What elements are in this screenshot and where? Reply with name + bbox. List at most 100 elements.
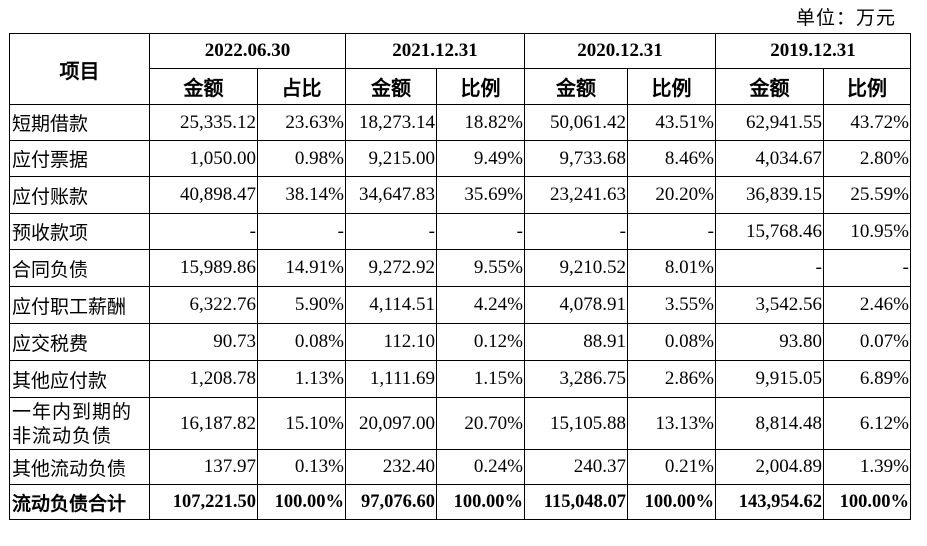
table-cell: 1,050.00 — [149, 140, 258, 177]
table-cell: 23.63% — [257, 104, 346, 141]
table-cell: 0.21% — [627, 449, 716, 485]
table-cell: 23,241.63 — [524, 176, 628, 214]
table-cell: - — [524, 213, 628, 250]
table-cell: 1.15% — [436, 360, 525, 398]
table-cell: 9,210.52 — [524, 249, 628, 287]
table-cell: 15,768.46 — [715, 213, 824, 250]
table-cell: 4,114.51 — [345, 286, 437, 324]
liabilities-table: 项目 2022.06.30 2021.12.31 2020.12.31 2019… — [9, 33, 911, 520]
row-label: 其他应付款 — [9, 360, 150, 398]
table-cell: 112.10 — [345, 323, 437, 361]
table-cell: 100.00% — [257, 484, 346, 520]
table-cell: 20.20% — [627, 176, 716, 214]
header-sub: 金额 — [715, 68, 824, 105]
row-label: 应付职工薪酬 — [9, 286, 150, 324]
header-item: 项目 — [9, 33, 150, 105]
table-row: 短期借款 25,335.12 23.63% 18,273.14 18.82% 50,061… — [9, 104, 911, 141]
table-cell: 9.49% — [436, 140, 525, 177]
table-cell: 20.70% — [436, 397, 525, 450]
table-cell: 14.91% — [257, 249, 346, 287]
table-cell: 107,221.50 — [149, 484, 258, 520]
table-row: 应付职工薪酬 6,322.76 5.90% 4,114.51 4.24% 4,078.91… — [9, 286, 911, 324]
table-cell: 36,839.15 — [715, 176, 824, 214]
table-cell: 16,187.82 — [149, 397, 258, 450]
table-cell: 1,111.69 — [345, 360, 437, 398]
table-cell: 100.00% — [627, 484, 716, 520]
header-date: 2020.12.31 — [524, 33, 716, 69]
table-cell: 15,105.88 — [524, 397, 628, 450]
table-cell: 25,335.12 — [149, 104, 258, 141]
header-date: 2021.12.31 — [345, 33, 525, 69]
row-label: 短期借款 — [9, 104, 150, 141]
table-cell: 10.95% — [823, 213, 911, 250]
table-cell: 3,542.56 — [715, 286, 824, 324]
table-cell: - — [436, 213, 525, 250]
table-cell: 18,273.14 — [345, 104, 437, 141]
table-cell: 2,004.89 — [715, 449, 824, 485]
header-sub: 金额 — [524, 68, 628, 105]
table-cell: 9,733.68 — [524, 140, 628, 177]
table-cell: 15.10% — [257, 397, 346, 450]
unit-label: 单位：万元 — [795, 7, 896, 29]
table-row: 其他应付款 1,208.78 1.13% 1,111.69 1.15% 3,286.75 2… — [9, 360, 911, 398]
table-row: 一年内到期的非流动负债 16,187.82 15.10% 20,097.00 20.70… — [9, 397, 911, 450]
table-cell: 62,941.55 — [715, 104, 824, 141]
table-cell: 1,208.78 — [149, 360, 258, 398]
table-cell: 2.80% — [823, 140, 911, 177]
table-cell: 93.80 — [715, 323, 824, 361]
row-label: 合同负债 — [9, 249, 150, 287]
header-sub: 比例 — [627, 68, 716, 105]
table-cell: 3.55% — [627, 286, 716, 324]
table-cell: 38.14% — [257, 176, 346, 214]
total-row: 流动负债合计 107,221.50 100.00% 97,076.60 100.… — [9, 484, 911, 520]
table-cell: 8,814.48 — [715, 397, 824, 450]
table-cell: 137.97 — [149, 449, 258, 485]
table-cell: - — [149, 213, 258, 250]
table-cell: 9,915.05 — [715, 360, 824, 398]
table-cell: 2.46% — [823, 286, 911, 324]
table-cell: 1.13% — [257, 360, 346, 398]
table-cell: 9.55% — [436, 249, 525, 287]
table-cell: 143,954.62 — [715, 484, 824, 520]
header-sub: 金额 — [345, 68, 437, 105]
table-cell: 90.73 — [149, 323, 258, 361]
table-cell: 4,078.91 — [524, 286, 628, 324]
header-sub: 金额 — [149, 68, 258, 105]
row-label: 其他流动负债 — [9, 449, 150, 485]
table-row: 其他流动负债 137.97 0.13% 232.40 0.24% 240.37 0.21% 2… — [9, 449, 911, 485]
table-cell: 43.51% — [627, 104, 716, 141]
table-row: 合同负债 15,989.86 14.91% 9,272.92 9.55% 9,210.52… — [9, 249, 911, 287]
table-cell: 0.07% — [823, 323, 911, 361]
header-date: 2019.12.31 — [715, 33, 911, 69]
table-row: 应付票据 1,050.00 0.98% 9,215.00 9.49% 9,733.68 8.… — [9, 140, 911, 177]
table-cell: 0.24% — [436, 449, 525, 485]
table-cell: - — [257, 213, 346, 250]
table-row: 应付账款 40,898.47 38.14% 34,647.83 35.69% 23,241… — [9, 176, 911, 214]
header-date: 2022.06.30 — [149, 33, 346, 69]
table-cell: 15,989.86 — [149, 249, 258, 287]
table-cell: 35.69% — [436, 176, 525, 214]
table-cell: - — [823, 249, 911, 287]
table-cell: 6.89% — [823, 360, 911, 398]
row-label: 预收款项 — [9, 213, 150, 250]
row-label: 一年内到期的非流动负债 — [9, 397, 150, 450]
header-sub: 比例 — [823, 68, 911, 105]
table-cell: 6.12% — [823, 397, 911, 450]
table-cell: 97,076.60 — [345, 484, 437, 520]
table-cell: 1.39% — [823, 449, 911, 485]
table-cell: 43.72% — [823, 104, 911, 141]
table-cell: 8.01% — [627, 249, 716, 287]
table-cell: 232.40 — [345, 449, 437, 485]
row-label: 应付票据 — [9, 140, 150, 177]
table-cell: 240.37 — [524, 449, 628, 485]
table-cell: 9,272.92 — [345, 249, 437, 287]
table-cell: 6,322.76 — [149, 286, 258, 324]
header-sub: 比例 — [436, 68, 525, 105]
header-row-dates: 项目 2022.06.30 2021.12.31 2020.12.31 2019… — [9, 33, 911, 105]
table-cell: 3,286.75 — [524, 360, 628, 398]
table-row: 应交税费 90.73 0.08% 112.10 0.12% 88.91 0.08% 93.80… — [9, 323, 911, 361]
table-cell: - — [627, 213, 716, 250]
table-cell: 34,647.83 — [345, 176, 437, 214]
table-cell: 40,898.47 — [149, 176, 258, 214]
table-cell: 50,061.42 — [524, 104, 628, 141]
